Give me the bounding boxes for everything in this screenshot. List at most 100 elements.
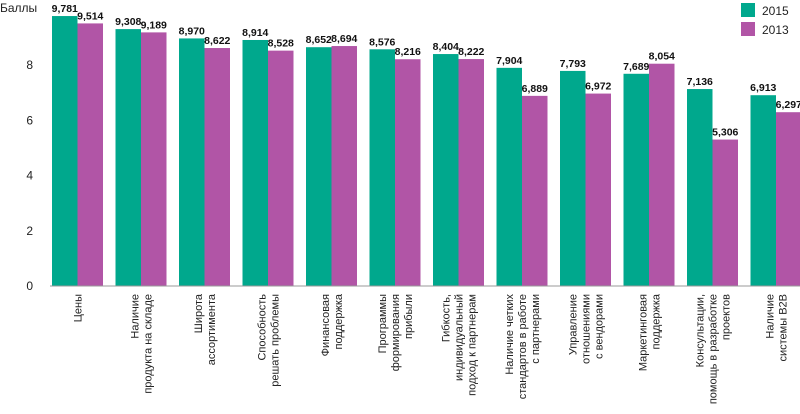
value-label: 8,576 (369, 36, 395, 48)
category-label-line: ассортимента (206, 293, 218, 365)
bar-2015 (433, 54, 459, 287)
category-label-line: Цены (73, 294, 85, 322)
category-label-line: подход к партнерам (467, 294, 479, 396)
category-label-line: Наличие четких (504, 294, 516, 375)
bar-2015 (496, 67, 522, 286)
category-label: Финансовая поддержка (320, 293, 345, 356)
category-label-line: решать проблемы (270, 294, 282, 387)
y-axis-title: Баллы (0, 1, 37, 15)
category-label-line: прибыли (403, 294, 415, 339)
legend-label: 2013 (762, 23, 789, 37)
value-label: 8,054 (649, 51, 675, 63)
category-label: Способность решать проблемы (257, 294, 282, 387)
category-label-line: проектов (721, 294, 733, 340)
category-label: Наличие системы B2B (765, 294, 790, 362)
category-label-line: Наличие (765, 294, 777, 339)
value-label: 9,308 (115, 16, 141, 28)
category-label-line: стандартов в работе (517, 294, 529, 399)
bar-2015 (750, 95, 776, 286)
value-label: 8,914 (242, 27, 268, 39)
category-label-line: помощь в разработке (708, 294, 720, 404)
bar-2015 (242, 39, 268, 286)
bar-2013 (77, 23, 103, 286)
category-label-line: Широта (193, 293, 205, 333)
category-label-line: Наличие (130, 294, 142, 339)
bar-2015 (369, 49, 395, 286)
value-label: 5,306 (712, 127, 738, 139)
bar-2013 (268, 50, 294, 287)
value-label: 7,793 (560, 58, 586, 70)
category-label-line: Консультации, (695, 294, 707, 367)
value-label: 9,514 (77, 10, 103, 22)
legend: 2015 2013 (741, 3, 789, 37)
value-label: 8,652 (306, 34, 332, 46)
value-label: 9,781 (52, 3, 78, 15)
value-label: 8,528 (268, 38, 294, 50)
value-label: 8,216 (395, 46, 421, 58)
category-label: Наличие четких стандартов в работе с партн… (504, 294, 542, 400)
bar-2013 (458, 59, 484, 286)
y-tick-label: 2 (26, 224, 33, 238)
category-label-line: Программы (377, 294, 389, 354)
category-label-line: формирования (390, 294, 402, 371)
bar-2015 (687, 89, 713, 286)
bar-2013 (585, 93, 611, 286)
category-label-line: продукта на складе (143, 294, 155, 394)
y-tick-label: 4 (26, 169, 33, 183)
bar-2013 (141, 32, 167, 286)
category-label: Наличие продукта на складе (130, 294, 155, 394)
legend-swatch (741, 3, 755, 17)
bar-2015 (52, 16, 78, 286)
value-label: 8,404 (433, 41, 459, 53)
value-label: 7,689 (623, 61, 649, 73)
value-label: 8,622 (204, 35, 230, 47)
y-axis: 0 2 4 6 8 (26, 58, 33, 293)
value-label: 8,694 (331, 33, 357, 45)
value-label: 6,889 (522, 83, 548, 95)
category-label-line: Маркетинговая (638, 294, 650, 371)
category-label: Управление отношениями с вендорами (568, 294, 606, 364)
category-label-line: Способность (257, 294, 269, 361)
bar-2013 (395, 59, 421, 286)
bar-2015 (115, 29, 141, 286)
value-label: 6,297 (776, 99, 800, 111)
value-label: 9,189 (141, 19, 167, 31)
bar-2013 (204, 48, 230, 286)
bar-2015 (306, 47, 332, 286)
category-label: Гибкость, индивидуальный подход к партнера… (441, 294, 479, 396)
y-tick-label: 8 (26, 58, 33, 72)
bar-2015 (623, 73, 649, 286)
bar-2013 (649, 63, 675, 287)
value-label: 7,904 (496, 55, 522, 67)
legend-label: 2015 (762, 4, 789, 18)
category-label: Консультации, помощь в разработке проектов (695, 294, 733, 404)
value-label: 6,913 (750, 82, 776, 94)
category-label-line: системы B2B (778, 294, 790, 362)
bars (50, 16, 800, 287)
bar-2013 (712, 139, 738, 286)
bar-2013 (331, 46, 357, 287)
category-label-line: с вендорами (594, 294, 606, 359)
category-label: Программы формирования прибыли (377, 294, 415, 371)
category-label-line: индивидуальный (454, 294, 466, 381)
category-label-line: Финансовая (320, 294, 332, 356)
category-labels: Цены Наличие продукта на складе Широта ассор… (73, 293, 790, 404)
bar-2015 (560, 70, 586, 286)
y-tick-label: 0 (26, 279, 33, 293)
y-tick-label: 6 (26, 113, 33, 127)
value-label: 7,136 (687, 76, 713, 88)
category-label: Маркетинговая поддержка (638, 293, 663, 371)
category-label-line: Управление (568, 294, 580, 355)
category-label-line: поддержка (333, 293, 345, 349)
value-label: 8,970 (179, 25, 205, 37)
bar-2015 (179, 38, 205, 286)
category-label: Цены (73, 294, 85, 322)
category-label-line: с партнерами (530, 294, 542, 364)
category-label-line: поддержка (651, 293, 663, 349)
legend-swatch (741, 22, 755, 36)
bar-2013 (776, 112, 800, 287)
value-label: 6,972 (585, 81, 611, 93)
category-label-line: Гибкость, (441, 294, 453, 342)
